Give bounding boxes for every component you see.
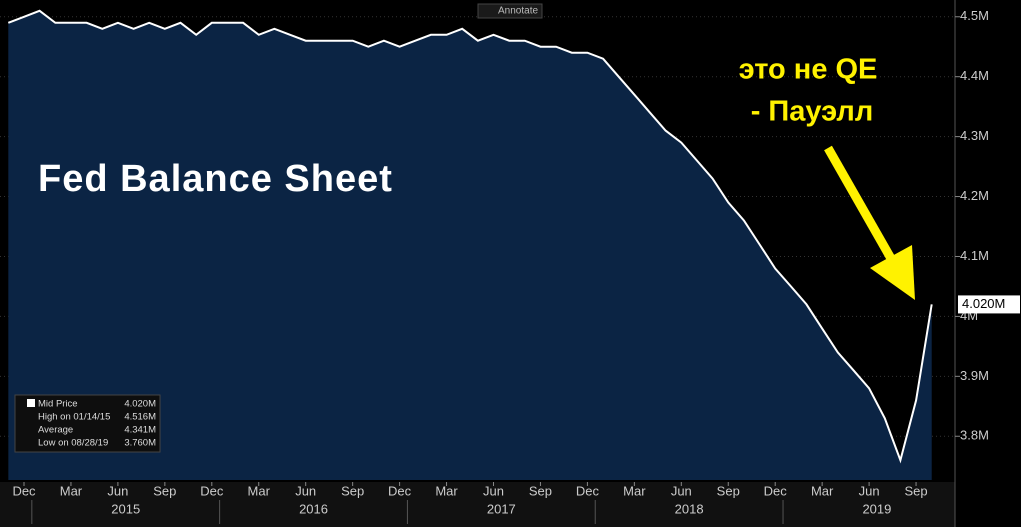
x-tick-label: Mar bbox=[811, 483, 834, 498]
x-tick-label: Jun bbox=[483, 483, 504, 498]
chart-title: Fed Balance Sheet bbox=[38, 158, 393, 200]
x-tick-label: Dec bbox=[764, 483, 788, 498]
x-tick-label: Mar bbox=[623, 483, 646, 498]
annotate-button[interactable]: Annotate bbox=[477, 3, 543, 19]
legend-name: High on 01/14/15 bbox=[38, 412, 110, 423]
x-tick-label: Sep bbox=[529, 483, 552, 498]
x-axis-band bbox=[0, 482, 955, 527]
x-tick-label: Sep bbox=[341, 483, 364, 498]
x-tick-label: Sep bbox=[717, 483, 740, 498]
x-tick-label: Dec bbox=[388, 483, 412, 498]
legend: Mid Price 4.020M High on 01/14/15 4.516M Ave… bbox=[14, 394, 161, 453]
x-tick-label: Jun bbox=[859, 483, 880, 498]
legend-box bbox=[14, 394, 161, 453]
year-label: 2019 bbox=[862, 501, 891, 516]
x-tick-label: Dec bbox=[12, 483, 36, 498]
year-label: 2015 bbox=[111, 501, 140, 516]
y-tick-label: 4.3M bbox=[960, 128, 989, 143]
x-tick-label: Jun bbox=[107, 483, 128, 498]
y-tick-label: 4.4M bbox=[960, 68, 989, 83]
x-tick-label: Dec bbox=[200, 483, 224, 498]
y-tick-label: 4.2M bbox=[960, 188, 989, 203]
y-tick-label: 4.5M bbox=[960, 8, 989, 23]
legend-value: 4.341M bbox=[124, 425, 156, 436]
year-label: 2018 bbox=[675, 501, 704, 516]
y-tick-label: 4.1M bbox=[960, 248, 989, 263]
y-tick-label: 3.9M bbox=[960, 368, 989, 383]
last-value-label: 4.020M bbox=[962, 296, 1005, 311]
legend-name: Low on 08/28/19 bbox=[38, 438, 108, 449]
legend-name: Mid Price bbox=[38, 399, 78, 410]
year-label: 2016 bbox=[299, 501, 328, 516]
arrow bbox=[824, 145, 915, 300]
x-tick-label: Mar bbox=[435, 483, 458, 498]
x-tick-label: Sep bbox=[904, 483, 927, 498]
arrow-shaft bbox=[824, 145, 897, 265]
x-tick-label: Jun bbox=[671, 483, 692, 498]
x-tick-label: Mar bbox=[60, 483, 83, 498]
button-label[interactable]: Annotate bbox=[498, 6, 538, 17]
arrow-head bbox=[870, 245, 915, 300]
x-tick-label: Mar bbox=[248, 483, 271, 498]
area bbox=[8, 10, 932, 481]
legend-swatch bbox=[27, 399, 35, 407]
annotation: - Пауэлл bbox=[751, 96, 874, 128]
legend-value: 4.020M bbox=[124, 399, 156, 410]
annotation: это не QE bbox=[739, 54, 878, 86]
legend-value: 4.516M bbox=[124, 412, 156, 423]
x-tick-label: Sep bbox=[153, 483, 176, 498]
button-frame[interactable] bbox=[477, 3, 543, 19]
last-value-box bbox=[958, 295, 1020, 314]
line bbox=[7, 9, 933, 464]
legend-value: 3.760M bbox=[124, 438, 156, 449]
x-tick-label: Dec bbox=[576, 483, 600, 498]
year-label: 2017 bbox=[487, 501, 516, 516]
y-tick-label: 3.8M bbox=[960, 428, 989, 443]
x-tick-label: Jun bbox=[295, 483, 316, 498]
legend-name: Average bbox=[38, 425, 73, 436]
